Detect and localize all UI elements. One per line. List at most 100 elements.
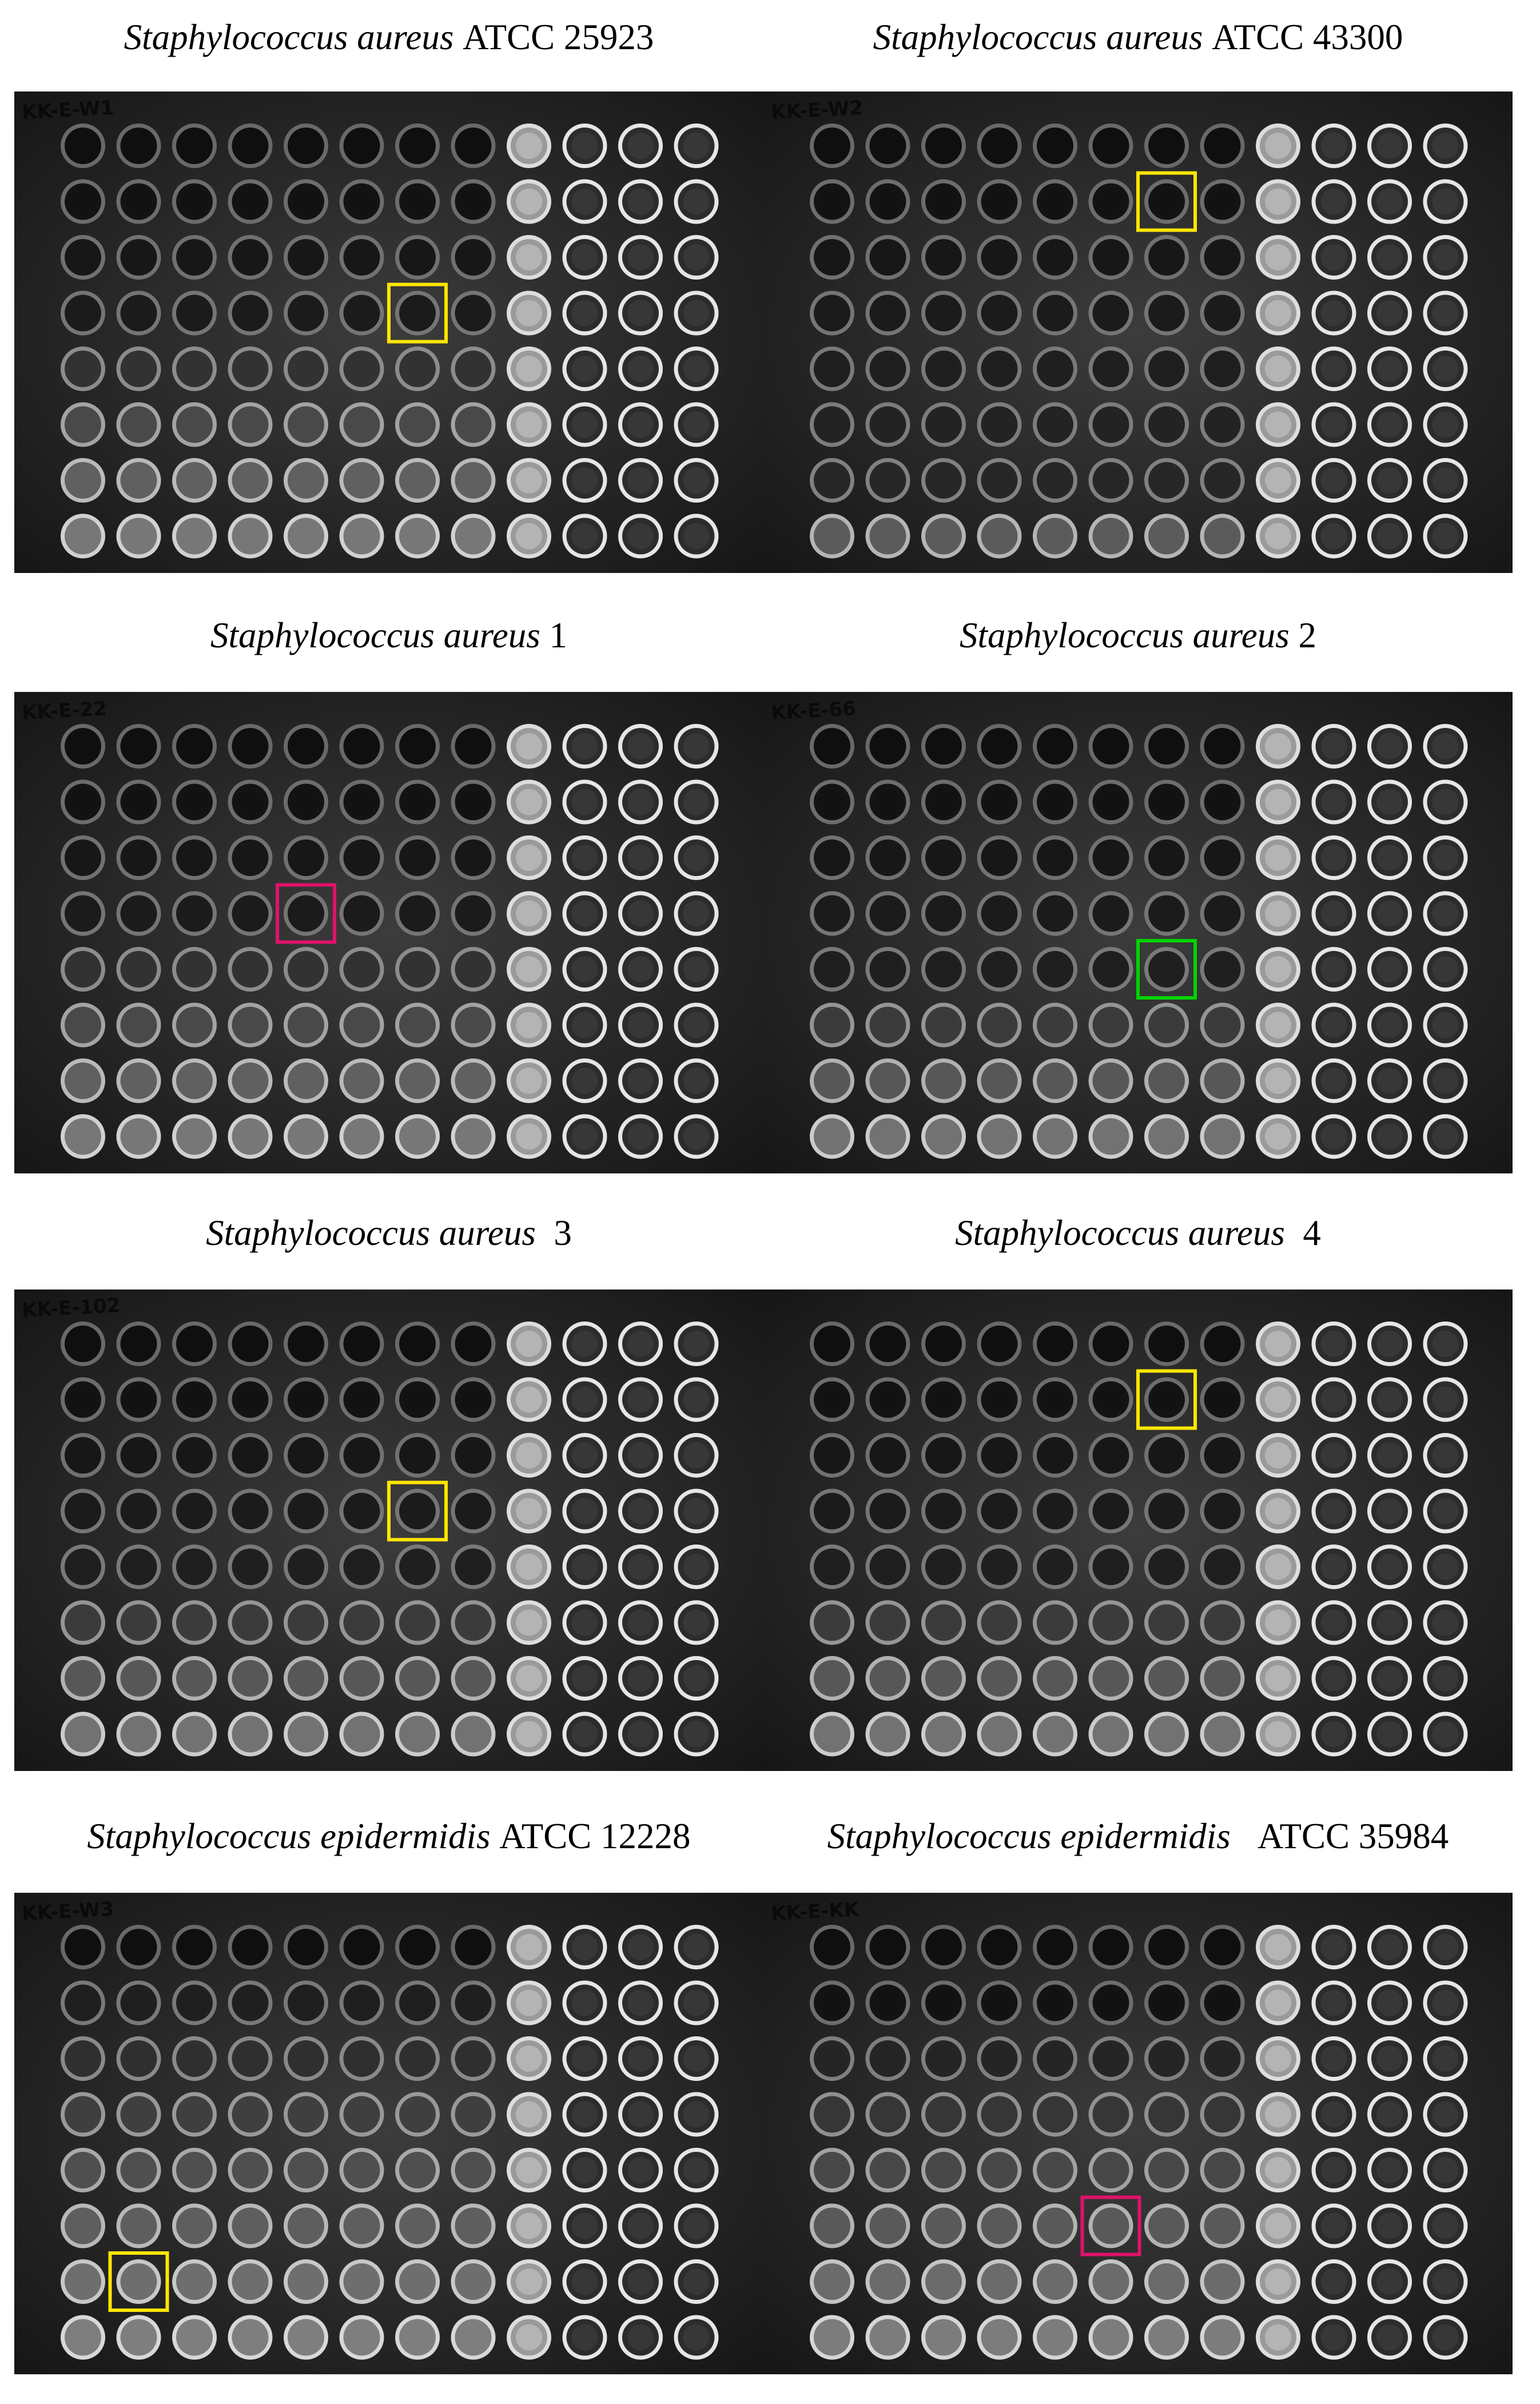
plate-well: [172, 2036, 217, 2081]
plate-well: [1311, 1656, 1356, 1701]
plate-well: [507, 2036, 551, 2081]
plate-well: [1367, 1600, 1412, 1645]
plate-well: [1200, 1114, 1245, 1159]
plate-well: [1200, 235, 1245, 280]
plate-well: [507, 514, 551, 559]
plate-well: [228, 2315, 273, 2360]
plate-well: [1144, 947, 1189, 992]
plate-well: [395, 1980, 440, 2025]
plate-well: [1144, 2092, 1189, 2137]
plate-well: [339, 124, 384, 168]
plate-well: [395, 290, 440, 336]
plate-well: [865, 779, 910, 825]
plate-well: [61, 458, 105, 503]
plate-well: [562, 724, 607, 769]
plate-well: [1367, 1433, 1412, 1478]
plate-well: [865, 1980, 910, 2025]
plate-well: [395, 1433, 440, 1478]
plate-well: [172, 2315, 217, 2360]
plate-well: [228, 458, 273, 503]
plate-well: [977, 2036, 1022, 2081]
plate-handwritten-label: KK-E-66: [770, 697, 856, 725]
plate-well: [228, 1656, 273, 1701]
plate-well: [395, 779, 440, 825]
plate-well: [395, 514, 440, 559]
plate-well: [1200, 835, 1245, 880]
plate-well: [1311, 2203, 1356, 2248]
plate-well: [618, 2148, 663, 2192]
plate-well: [116, 779, 161, 825]
plate-well: [1088, 779, 1133, 825]
plate-well: [1200, 290, 1245, 336]
plate-well: [921, 402, 966, 447]
plate-well: [451, 290, 496, 336]
plate-well: [1200, 1322, 1245, 1366]
plate-well: [61, 1545, 105, 1589]
plate-well: [339, 2148, 384, 2192]
panel-caption: Staphylococcus aureus 4: [763, 1215, 1513, 1251]
plate-well: [1033, 947, 1077, 992]
plate-well: [228, 1322, 273, 1366]
plate-well: [339, 402, 384, 447]
plate-well: [339, 1002, 384, 1048]
plate-well: [61, 2148, 105, 2192]
panel-se-atcc-35984: Staphylococcus epidermidis ATCC 35984 KK…: [763, 1801, 1513, 2402]
plate-well: [618, 124, 663, 168]
plate-well: [507, 290, 551, 336]
plate-well: [1256, 1377, 1300, 1422]
plate-well: [810, 514, 854, 559]
plate-well: [1311, 347, 1356, 391]
plate-well: [1088, 1980, 1133, 2025]
plate-well: [810, 347, 854, 391]
plate-well: [61, 1600, 105, 1645]
plate-well: [1033, 514, 1077, 559]
plate-well: [339, 2092, 384, 2137]
plate-well: [1200, 779, 1245, 825]
microplate-image: KK-E-W1: [14, 91, 763, 573]
plate-well: [507, 402, 551, 447]
plate-well: [562, 179, 607, 224]
plate-well: [1088, 1925, 1133, 1969]
plate-well: [1144, 2259, 1189, 2304]
plate-well: [1088, 2203, 1133, 2248]
plate-well: [507, 1488, 551, 1534]
plate-well: [810, 1322, 854, 1366]
plate-well: [562, 1377, 607, 1422]
plate-well: [61, 1002, 105, 1048]
plate-well: [1033, 1712, 1077, 1757]
plate-well: [339, 1925, 384, 1969]
plate-well: [1311, 2092, 1356, 2137]
plate-well: [977, 347, 1022, 391]
plate-well: [228, 1488, 273, 1534]
plate-well: [284, 347, 328, 391]
plate-well: [172, 724, 217, 769]
highlight-box: [276, 883, 336, 944]
plate-well: [921, 235, 966, 280]
plate-well: [1200, 2148, 1245, 2192]
plate-well: [228, 1925, 273, 1969]
plate-well: [61, 1322, 105, 1366]
plate-well: [395, 1322, 440, 1366]
plate-well: [395, 1488, 440, 1534]
plate-well: [1423, 347, 1468, 391]
plate-well: [1200, 1656, 1245, 1701]
plate-well: [674, 891, 719, 936]
plate-well: [618, 1002, 663, 1048]
species-name: Staphylococcus aureus: [206, 1213, 536, 1253]
plate-well: [1144, 891, 1189, 936]
plate-well: [865, 2315, 910, 2360]
plate-well: [284, 124, 328, 168]
plate-well: [810, 290, 854, 336]
plate-well: [1367, 2203, 1412, 2248]
plate-well: [977, 1322, 1022, 1366]
plate-well: [1423, 1433, 1468, 1478]
plate-well: [1311, 779, 1356, 825]
plate-well: [674, 2148, 719, 2192]
plate-well: [977, 1545, 1022, 1589]
plate-well: [810, 2259, 854, 2304]
plate-well: [451, 179, 496, 224]
plate-well: [810, 2092, 854, 2137]
plate-well: [1088, 458, 1133, 503]
plate-well: [977, 779, 1022, 825]
plate-well: [451, 1656, 496, 1701]
